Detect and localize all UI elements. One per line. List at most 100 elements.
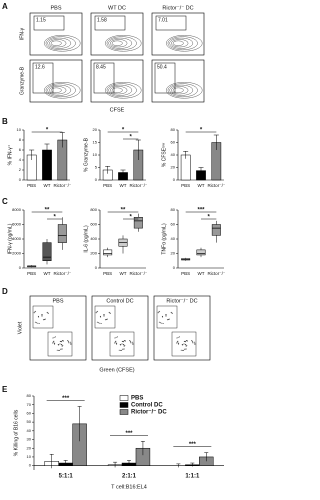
contour xyxy=(44,82,81,99)
dot xyxy=(123,348,125,350)
dot xyxy=(183,343,185,345)
y-tick-label: 0 xyxy=(19,265,22,270)
contour xyxy=(108,37,133,49)
x-tick-label: WT xyxy=(120,183,127,188)
significance-label: *** xyxy=(189,442,197,448)
x-tick-label: PBS xyxy=(181,271,190,276)
dot xyxy=(95,312,97,314)
y-tick-label: 2000 xyxy=(12,251,22,256)
dot xyxy=(158,321,160,323)
x-tick-label: PBS xyxy=(27,183,36,188)
gate-value: 1.58 xyxy=(97,17,107,23)
dot xyxy=(104,319,106,321)
x-tick-label: Rictor⁻/⁻ xyxy=(129,183,147,188)
y-tick-label: 50 xyxy=(27,419,32,424)
dot xyxy=(181,349,183,351)
dot xyxy=(122,344,124,346)
y-axis-label: % Killing of B16 cells xyxy=(13,409,19,456)
dot xyxy=(70,342,72,344)
y-tick-label: 80 xyxy=(171,127,176,132)
x-tick-label: 1:1:1 xyxy=(185,474,200,480)
x-tick-label: WT xyxy=(120,271,127,276)
y-axis-label: % Granzyme-B xyxy=(83,137,89,172)
dot xyxy=(119,343,121,345)
dot xyxy=(191,340,193,342)
dot xyxy=(59,343,61,345)
y-tick-label: 8000 xyxy=(12,207,22,212)
contour xyxy=(171,86,189,95)
y-tick-label: 80 xyxy=(27,393,32,398)
contour xyxy=(110,39,128,48)
dot xyxy=(52,337,54,339)
dot xyxy=(59,348,61,350)
dot xyxy=(68,341,70,343)
y-tick-label: 70 xyxy=(27,402,32,407)
contour xyxy=(167,36,198,51)
dot xyxy=(162,323,164,325)
dot xyxy=(96,311,98,313)
dot xyxy=(158,311,160,313)
gate xyxy=(154,62,176,94)
dot xyxy=(67,340,69,342)
significance-label: * xyxy=(46,128,49,134)
contour xyxy=(49,86,67,95)
dot xyxy=(171,312,173,314)
x-axis-label: CFSE xyxy=(110,107,125,113)
legend-label: PBS xyxy=(131,396,143,402)
dot xyxy=(129,340,131,342)
dot xyxy=(166,319,168,321)
dot xyxy=(57,343,59,345)
dot xyxy=(37,315,39,317)
y-axis-label: IFN-γ (pg/mL) xyxy=(7,223,13,254)
y-tick-label: 800 xyxy=(90,207,97,212)
contour xyxy=(106,83,137,98)
y-tick-label: 15 xyxy=(93,140,98,145)
dot xyxy=(123,341,125,343)
row-label: IFN-γ xyxy=(19,27,25,40)
row-label: Granzyme-B xyxy=(19,66,25,95)
y-tick-label: 200 xyxy=(90,251,97,256)
dot xyxy=(38,323,40,325)
dot xyxy=(130,341,132,343)
x-tick-label: Rictor⁻/⁻ xyxy=(53,183,71,188)
dot xyxy=(191,340,193,342)
flow-plot xyxy=(151,12,205,56)
dot xyxy=(109,312,111,314)
contour xyxy=(169,37,194,49)
significance-label: ** xyxy=(45,208,50,214)
dot xyxy=(116,336,118,338)
dot xyxy=(61,341,63,343)
dot xyxy=(192,341,194,343)
y-tick-label: 0 xyxy=(173,265,176,270)
dot xyxy=(53,340,55,342)
dot xyxy=(96,321,98,323)
contour xyxy=(172,87,184,93)
contour xyxy=(166,35,203,52)
y-tick-label: 6000 xyxy=(12,222,22,227)
gate-value: 8.45 xyxy=(96,64,106,70)
contour xyxy=(171,39,189,48)
x-tick-label: Rictor⁻/⁻ xyxy=(53,271,71,276)
dot xyxy=(119,349,121,351)
dot xyxy=(36,322,38,324)
dot xyxy=(53,336,55,338)
gate xyxy=(156,305,178,329)
dot xyxy=(114,337,116,339)
significance-label: * xyxy=(122,128,125,134)
box xyxy=(196,249,206,256)
contour xyxy=(45,36,76,51)
gate xyxy=(32,305,54,329)
dot xyxy=(125,340,127,342)
contour xyxy=(45,83,76,98)
contour xyxy=(50,40,62,46)
significance-label: *** xyxy=(62,396,70,402)
box xyxy=(42,242,52,261)
x-tick-label: 2:1:1 xyxy=(122,474,137,480)
dot xyxy=(184,348,186,350)
y-tick-label: 8 xyxy=(19,137,22,142)
y-tick-label: 0 xyxy=(29,463,32,468)
contour xyxy=(44,35,81,52)
dot xyxy=(59,349,61,351)
dot xyxy=(60,348,62,350)
y-tick-label: 10 xyxy=(17,127,22,132)
